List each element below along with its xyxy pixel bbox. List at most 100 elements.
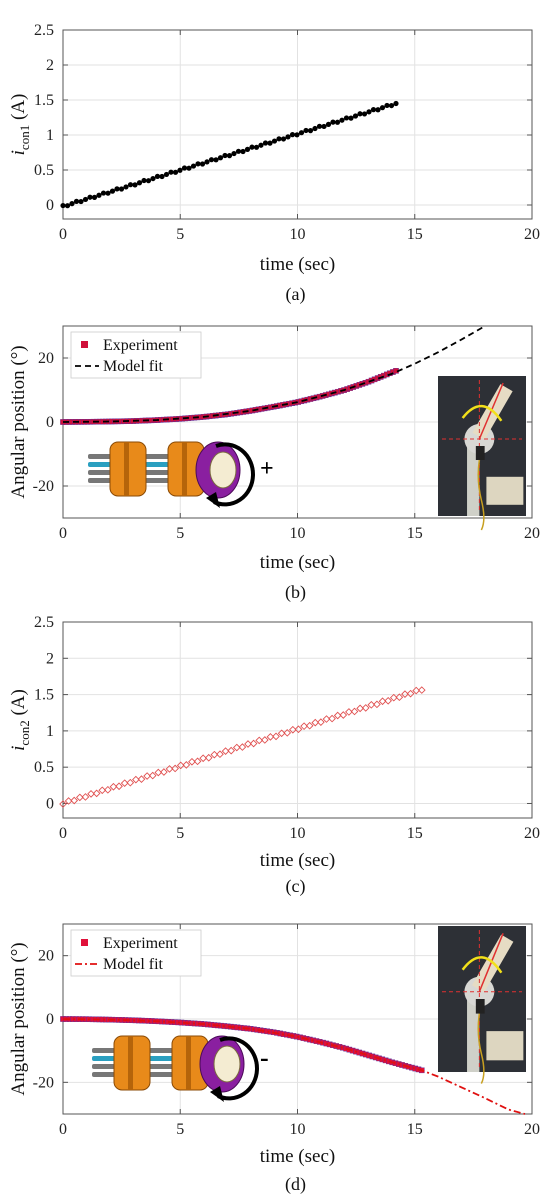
data-point [401, 690, 409, 698]
x-tick-label: 15 [407, 825, 423, 842]
data-point [395, 693, 404, 702]
data-point [345, 708, 353, 716]
data-point [289, 132, 296, 138]
data-point [244, 740, 252, 748]
data-point [375, 107, 381, 113]
data-point [82, 196, 89, 203]
rotation-arrow-head [210, 1086, 224, 1102]
data-point [69, 201, 75, 207]
data-point [350, 707, 359, 716]
data-point [266, 733, 275, 741]
legend-label-experiment: Experiment [103, 935, 178, 952]
data-point [361, 111, 368, 117]
x-tick-label: 15 [407, 1121, 423, 1138]
data-point [87, 790, 95, 798]
data-point [379, 105, 386, 111]
y-tick-label: 2.5 [34, 614, 54, 631]
data-point [141, 177, 147, 184]
data-point [159, 173, 165, 180]
data-point [98, 786, 107, 795]
x-tick-label: 10 [290, 525, 306, 542]
data-point [231, 150, 237, 157]
data-point [64, 203, 71, 209]
chart-d: 0 5 10 15 20 -20 0 20 time (sec) (d) Angular posit… [8, 923, 540, 1194]
data-point [232, 743, 241, 752]
data-point [235, 148, 242, 154]
data-point [217, 155, 224, 161]
y-tick-label: 0.5 [34, 162, 54, 179]
panel-caption: (d) [285, 1174, 306, 1194]
data-point [172, 169, 179, 175]
data-point [334, 119, 341, 125]
data-point [253, 144, 260, 150]
chart-c: 0 5 10 15 20 0 0.5 1 1.5 2 2.5 time (sec) (c) icon2 (… [8, 614, 540, 897]
data-point [244, 146, 251, 152]
data-point [272, 732, 280, 741]
data-point [199, 161, 206, 167]
data-point [177, 167, 183, 173]
data-point [348, 115, 354, 121]
data-point [143, 772, 151, 780]
data-point [182, 761, 191, 769]
legend-marker-experiment [81, 341, 88, 348]
data-point [148, 771, 157, 780]
data-point [59, 800, 67, 808]
data-point [222, 152, 228, 159]
y-tick-label: -20 [33, 478, 54, 495]
data-point [165, 765, 174, 773]
data-point [283, 728, 292, 737]
y-tick-label: -20 [33, 1074, 54, 1091]
rotation-sign: + [260, 456, 274, 482]
data-point [367, 700, 376, 709]
data-point [118, 186, 125, 192]
data-point [91, 194, 98, 200]
data-point [204, 753, 213, 762]
data-point [298, 130, 305, 136]
photo-inset [438, 376, 526, 531]
data-point [199, 754, 207, 763]
data-point [115, 782, 123, 791]
data-point [316, 123, 323, 129]
x-tick-label: 5 [176, 525, 184, 542]
data-point [294, 132, 300, 138]
data-point [193, 757, 202, 766]
data-point [328, 714, 336, 723]
data-point [276, 136, 282, 142]
data-point [154, 768, 163, 777]
data-point [126, 778, 135, 787]
data-point [136, 180, 143, 186]
data-point [204, 159, 210, 165]
data-point [317, 718, 325, 726]
data-point [322, 715, 331, 723]
orange-block-slot [182, 442, 187, 496]
data-point [289, 725, 297, 734]
data-point [195, 161, 201, 167]
x-tick-label: 0 [59, 525, 67, 542]
data-point [417, 686, 426, 694]
rotation-arrow [213, 442, 255, 507]
data-point [339, 117, 345, 123]
data-point [78, 198, 84, 205]
data-point [145, 178, 152, 184]
data-point [388, 102, 395, 109]
x-tick-label: 5 [176, 1121, 184, 1138]
data-point [333, 711, 342, 720]
x-tick-label: 15 [407, 226, 423, 243]
x-axis-label: time (sec) [260, 1146, 335, 1167]
data-point [109, 188, 116, 194]
x-tick-label: 20 [524, 525, 540, 542]
data-point [127, 182, 134, 188]
data-point [176, 761, 185, 770]
data-point [305, 721, 314, 730]
data-point [171, 764, 179, 773]
chart-b: 0 5 10 15 20 -20 0 20 time (sec) (b) Angular posit… [8, 325, 540, 603]
data-point [238, 743, 247, 751]
y-tick-label: 1 [46, 127, 54, 144]
data-point [389, 693, 398, 702]
data-point [325, 121, 332, 127]
data-point [330, 119, 336, 125]
data-point [384, 102, 390, 109]
photo-sensor [475, 999, 485, 1014]
data-point [154, 173, 161, 179]
